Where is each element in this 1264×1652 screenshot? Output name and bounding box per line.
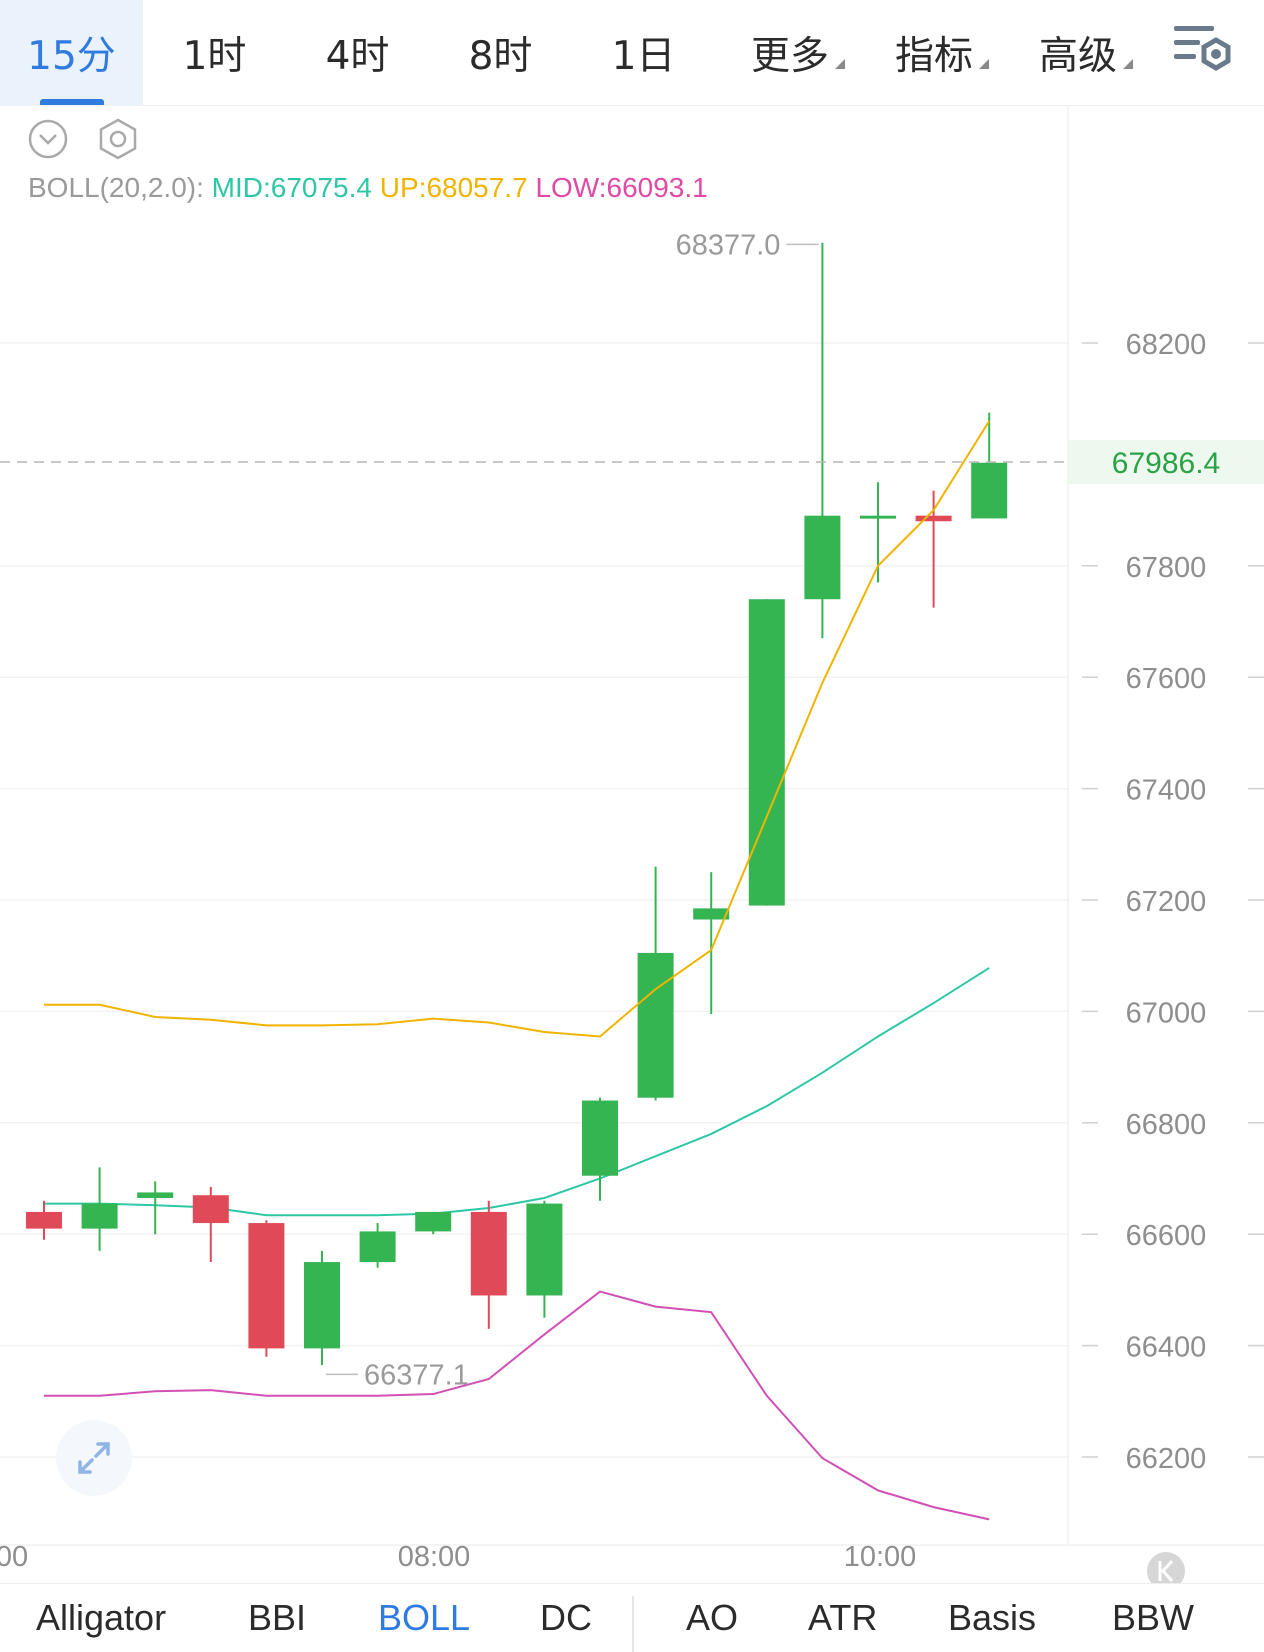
- tab-label: AO: [686, 1597, 739, 1638]
- tab-label: DC: [540, 1597, 592, 1638]
- timeframe-label: 高级: [1038, 33, 1117, 79]
- tab-alligator[interactable]: Alligator: [36, 1584, 166, 1652]
- y-tick-label: 67400: [1126, 775, 1207, 807]
- tab-label: BBW: [1112, 1597, 1195, 1638]
- indicator-tab-bar: Alligator BBI BOLL DC AO ATR Basis BBW: [0, 1583, 1264, 1652]
- timeframe-tab-15m[interactable]: 15分: [0, 0, 143, 105]
- indicators-dropdown[interactable]: 指标: [872, 0, 1012, 105]
- timeframe-tab-1d[interactable]: 1日: [572, 0, 715, 105]
- scroll-latest-glyph: [1158, 1559, 1174, 1583]
- candle-body: [637, 952, 674, 1098]
- boll-readout: BOLL(20,2.0): MID:67075.4 UP:68057.7 LOW…: [28, 172, 708, 204]
- boll-upper-band: [44, 420, 991, 1038]
- timeframe-label: 15分: [27, 33, 116, 79]
- candle-body: [415, 1211, 452, 1232]
- tab-label: BBI: [248, 1597, 307, 1638]
- candle-body: [582, 1100, 618, 1176]
- boll-middle-band: [44, 967, 990, 1217]
- boll-name: BOLL(20,2.0):: [28, 172, 204, 203]
- candle-body: [971, 462, 1008, 519]
- y-tick-label: 66200: [1126, 1443, 1207, 1475]
- tab-label: BOLL: [378, 1597, 471, 1638]
- candle-body: [470, 1211, 507, 1296]
- current-price-badge: [1068, 439, 1264, 484]
- collapse-indicator-icon[interactable]: [27, 118, 69, 160]
- active-tab-indicator: [40, 99, 104, 105]
- candle-body: [915, 515, 952, 522]
- candlestick-chart[interactable]: 68200 67800 67600 67400 67200 67000 66800 66600…: [0, 105, 1264, 1583]
- tab-dc[interactable]: DC: [540, 1584, 592, 1652]
- y-tick-label: 67000: [1126, 997, 1207, 1029]
- boll-low-value: LOW:66093.1: [535, 172, 708, 203]
- y-tick-label: 67600: [1126, 663, 1207, 695]
- timeframe-label: 1日: [611, 33, 676, 79]
- candle-body: [526, 1203, 563, 1296]
- tab-basis[interactable]: Basis: [948, 1584, 1036, 1652]
- timeframe-label: 指标: [894, 33, 973, 79]
- candle-body: [192, 1195, 229, 1224]
- high-price-label: 68377.0: [676, 229, 781, 261]
- advanced-dropdown[interactable]: 高级: [1016, 0, 1156, 105]
- tab-bbi[interactable]: BBI: [248, 1584, 306, 1652]
- current-price-label: 67986.4: [1112, 447, 1220, 480]
- y-tick-label: 67800: [1126, 552, 1207, 584]
- y-tick-label: 67200: [1126, 886, 1207, 918]
- fullscreen-expand-button[interactable]: [56, 1420, 132, 1496]
- candle-body: [860, 515, 896, 519]
- dropdown-caret-icon: [1123, 58, 1133, 69]
- tab-boll[interactable]: BOLL: [378, 1584, 470, 1652]
- boll-lower-band: [44, 1290, 990, 1521]
- candle-body: [26, 1211, 62, 1229]
- x-tick-label: 08:00: [398, 1541, 471, 1573]
- dropdown-caret-icon: [979, 58, 989, 69]
- timeframe-label: 4时: [325, 33, 390, 79]
- timeframe-label: 更多: [750, 33, 829, 79]
- chart-settings-icon[interactable]: [1168, 18, 1238, 82]
- boll-mid-value: MID:67075.4: [211, 172, 372, 203]
- y-tick-label: 66400: [1126, 1332, 1207, 1364]
- expand-arrows-icon: [78, 1442, 110, 1474]
- tab-label: Alligator: [36, 1597, 167, 1638]
- boll-up-value: UP:68057.7: [379, 172, 528, 203]
- timeframe-bar: 15分 1时 4时 8时 1日 更多 指标 高级: [0, 0, 1264, 106]
- tab-label: ATR: [808, 1597, 878, 1638]
- timeframe-tab-1h[interactable]: 1时: [143, 0, 286, 105]
- candle-body: [248, 1223, 285, 1349]
- tab-bbw[interactable]: BBW: [1112, 1584, 1194, 1652]
- candle-body: [359, 1231, 396, 1263]
- x-tick-label: 00: [0, 1541, 28, 1573]
- tab-divider: [632, 1596, 634, 1652]
- tab-ao[interactable]: AO: [686, 1584, 738, 1652]
- candle-body: [804, 515, 841, 600]
- timeframe-tab-8h[interactable]: 8时: [429, 0, 572, 105]
- candle-body: [304, 1262, 340, 1349]
- candle-body: [81, 1203, 118, 1229]
- low-price-label: 66377.1: [364, 1359, 469, 1391]
- y-tick-label: 68200: [1126, 329, 1207, 361]
- tab-atr[interactable]: ATR: [808, 1584, 877, 1652]
- timeframe-label: 1时: [182, 33, 247, 79]
- candle-body: [748, 599, 785, 906]
- tab-label: Basis: [948, 1597, 1037, 1638]
- timeframe-tab-4h[interactable]: 4时: [286, 0, 429, 105]
- y-tick-label: 66600: [1126, 1220, 1207, 1252]
- indicator-settings-icon[interactable]: [96, 117, 140, 161]
- candle-body: [693, 908, 730, 920]
- dropdown-caret-icon: [835, 58, 845, 69]
- scroll-to-latest-button[interactable]: [1147, 1552, 1185, 1583]
- y-tick-label: 66800: [1126, 1109, 1207, 1141]
- candle-body: [137, 1192, 174, 1198]
- timeframe-label: 8时: [468, 33, 533, 79]
- x-tick-label: 10:00: [844, 1541, 917, 1573]
- more-dropdown[interactable]: 更多: [728, 0, 868, 105]
